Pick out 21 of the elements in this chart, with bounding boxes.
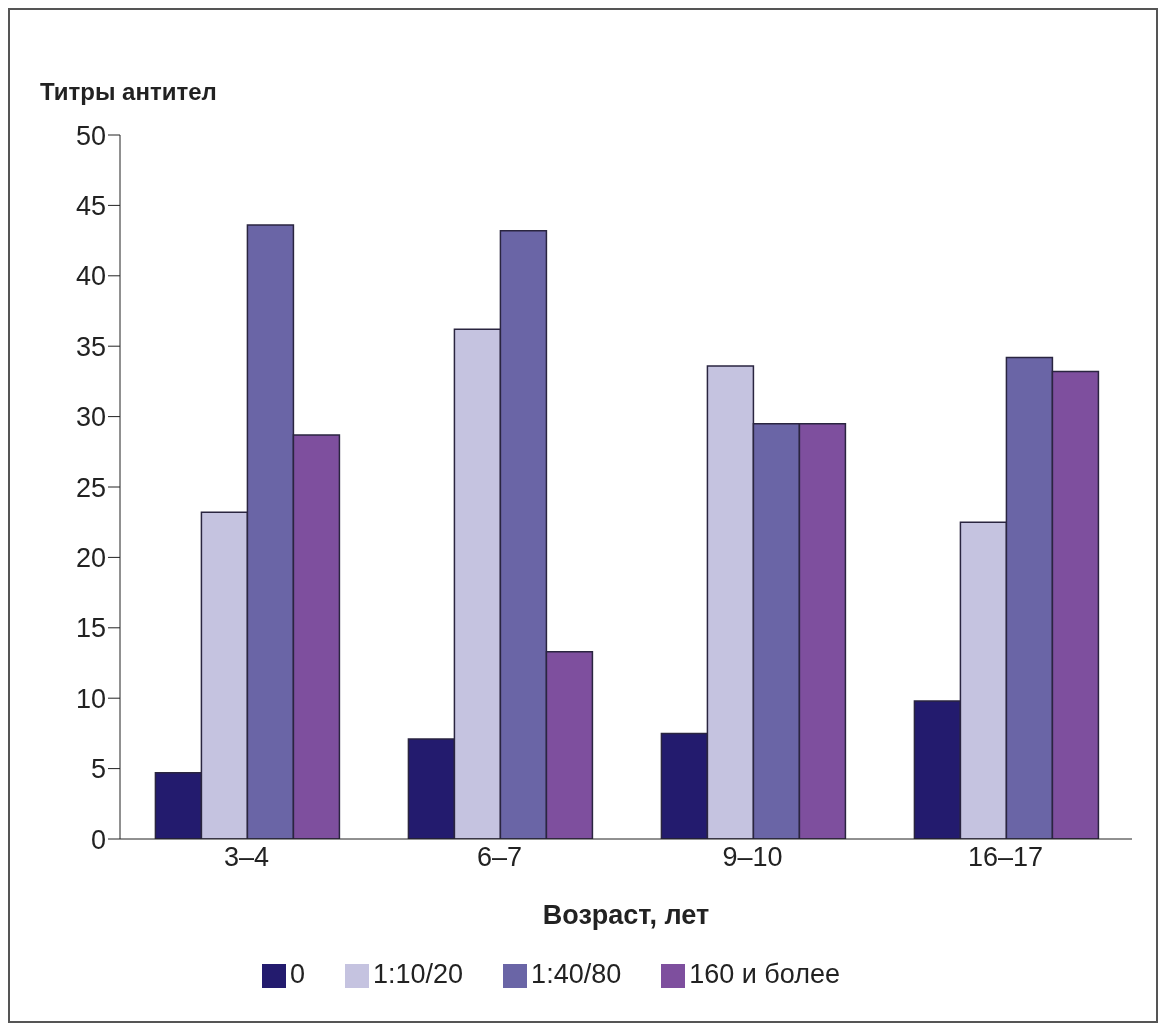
legend-label: 0 <box>289 959 306 989</box>
y-tick-label: 30 <box>75 402 106 433</box>
y-tick-label: 45 <box>75 190 106 221</box>
y-tick-label: 5 <box>90 754 106 785</box>
x-tick-label: 6–7 <box>476 842 523 873</box>
y-tick-label: 35 <box>75 331 106 362</box>
legend-label: 160 и более <box>689 959 841 989</box>
x-tick-label: 3–4 <box>223 842 270 873</box>
legend-label: 1:40/80 <box>531 959 622 989</box>
x-tick-label: 16–17 <box>967 842 1044 873</box>
x-axis-title: Возраст, лет <box>542 900 710 930</box>
y-tick-label: 15 <box>75 613 106 644</box>
y-tick-label: 0 <box>90 824 106 855</box>
chart-title: Титры антител <box>40 78 217 106</box>
y-tick-label: 25 <box>75 472 106 503</box>
y-tick-label: 40 <box>75 261 106 292</box>
y-tick-label: 10 <box>75 683 106 714</box>
y-tick-label: 20 <box>75 542 106 573</box>
y-tick-label: 50 <box>75 120 106 151</box>
x-tick-label: 9–10 <box>722 842 783 873</box>
legend-label: 1:10/20 <box>373 959 464 989</box>
